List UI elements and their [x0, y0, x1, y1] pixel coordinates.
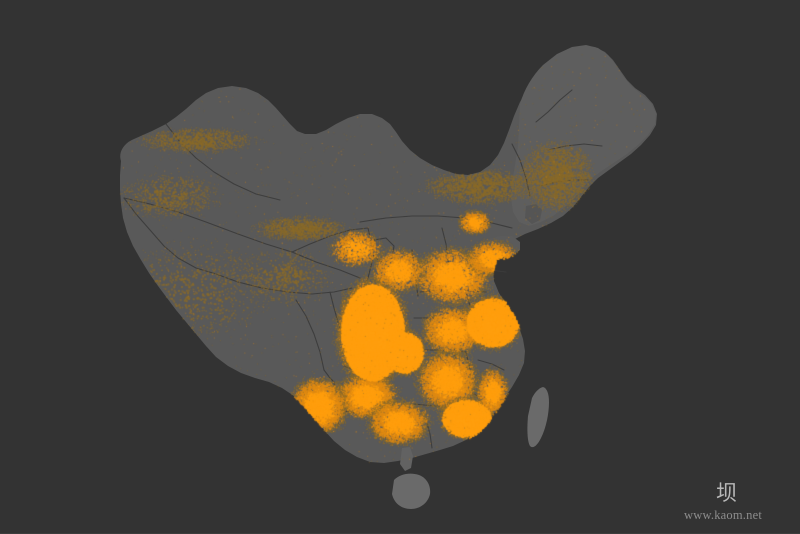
map-viewport[interactable]: 坝 www.kaom.net [0, 0, 800, 534]
population-density-dot-layer [0, 0, 800, 534]
